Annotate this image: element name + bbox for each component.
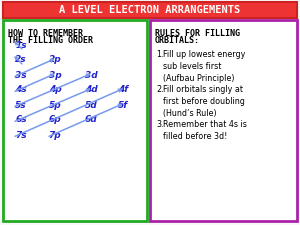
Text: 3d: 3d — [85, 70, 98, 79]
Text: THE FILLING ORDER: THE FILLING ORDER — [8, 36, 93, 45]
Text: 1s: 1s — [15, 40, 27, 50]
Text: Fill up lowest energy
sub levels first
(Aufbau Principle): Fill up lowest energy sub levels first (… — [163, 50, 245, 83]
Text: 3s: 3s — [15, 70, 27, 79]
Text: 5d: 5d — [85, 101, 98, 110]
Text: 7s: 7s — [15, 130, 27, 140]
Text: 7p: 7p — [49, 130, 62, 140]
Text: 5f: 5f — [118, 101, 128, 110]
Text: 6d: 6d — [85, 115, 98, 124]
Bar — [3, 20, 147, 221]
Text: 2.: 2. — [156, 85, 164, 94]
Text: A LEVEL ELECTRON ARRANGEMENTS: A LEVEL ELECTRON ARRANGEMENTS — [59, 5, 241, 15]
Text: 5s: 5s — [15, 101, 27, 110]
Text: 2s: 2s — [15, 56, 27, 65]
Text: Remember that 4s is
filled before 3d!: Remember that 4s is filled before 3d! — [163, 120, 247, 141]
Text: 4d: 4d — [85, 86, 98, 94]
Text: 5p: 5p — [49, 101, 62, 110]
Text: 4p: 4p — [49, 86, 62, 94]
Text: 4f: 4f — [118, 86, 128, 94]
Text: 3p: 3p — [49, 70, 62, 79]
Bar — [150, 20, 297, 221]
Text: ORBITALS:: ORBITALS: — [155, 36, 200, 45]
Text: 1.: 1. — [156, 50, 164, 59]
Text: 6s: 6s — [15, 115, 27, 124]
Bar — [3, 2, 297, 18]
Text: RULES FOR FILLING: RULES FOR FILLING — [155, 29, 240, 38]
Text: 6p: 6p — [49, 115, 62, 124]
Text: HOW TO REMEMBER: HOW TO REMEMBER — [8, 29, 83, 38]
Text: Fill orbitals singly at
first before doubling
(Hund’s Rule): Fill orbitals singly at first before dou… — [163, 85, 245, 118]
Text: 2p: 2p — [49, 56, 62, 65]
Text: 3.: 3. — [156, 120, 164, 129]
Text: 4s: 4s — [15, 86, 27, 94]
